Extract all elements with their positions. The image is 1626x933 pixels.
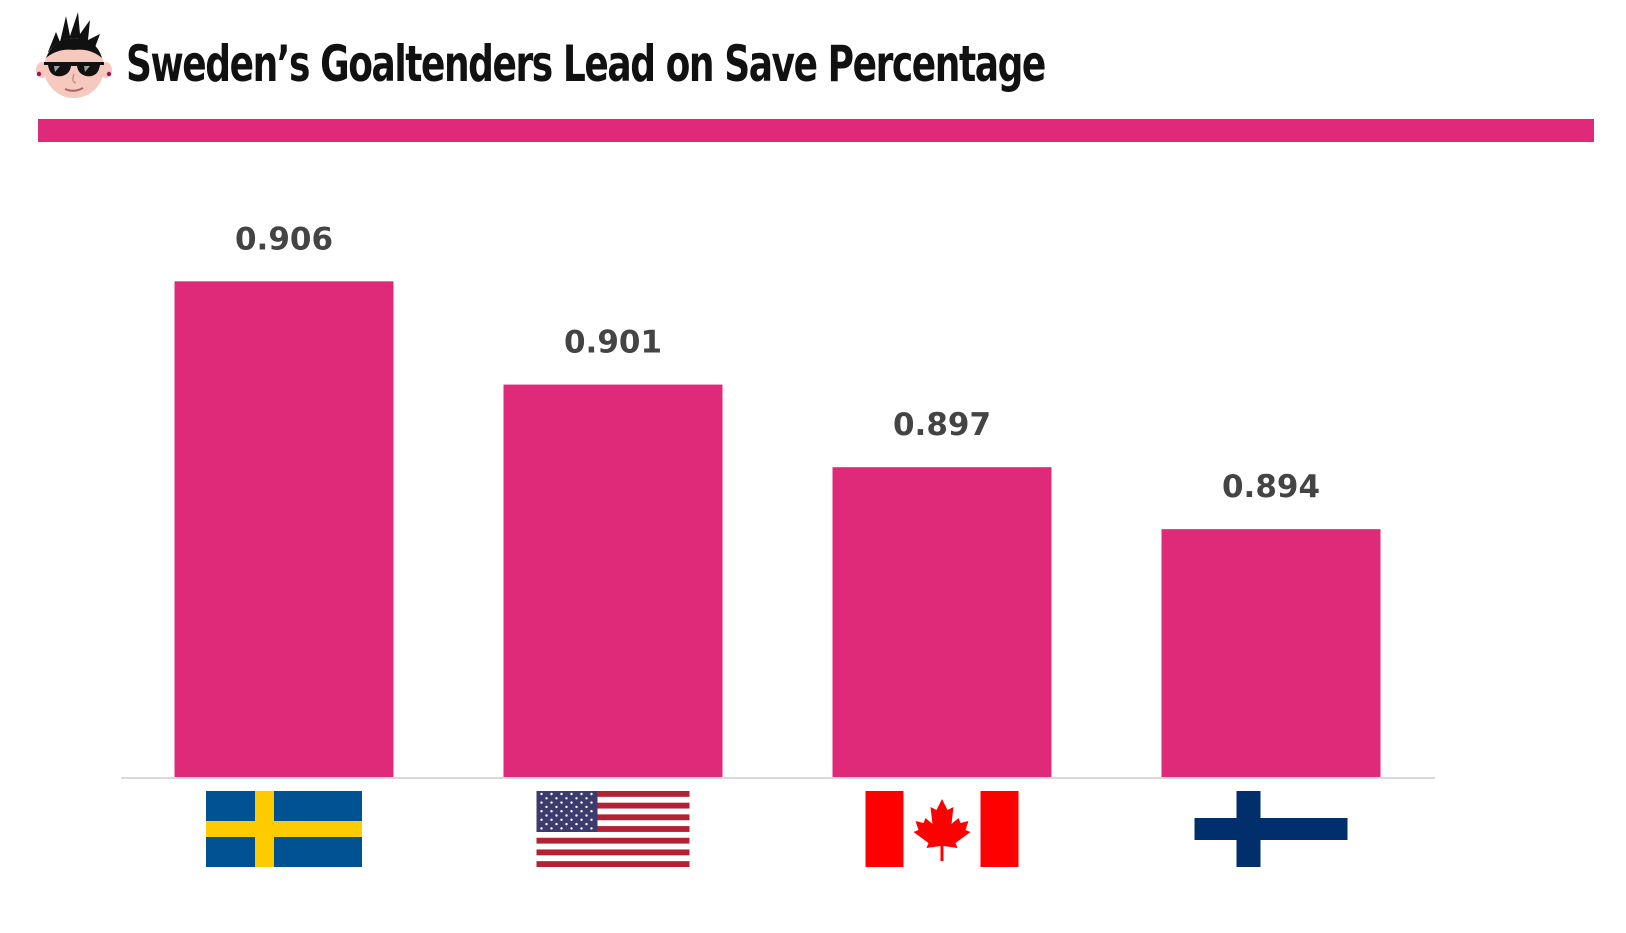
bar-finland (1161, 529, 1381, 777)
sweden-flag-icon (206, 791, 362, 867)
bar-sweden (174, 281, 394, 777)
bar-canada (832, 467, 1052, 777)
chart-title: Sweden’s Goaltenders Lead on Save Percen… (126, 35, 1046, 93)
value-label-finland: 0.894 (1222, 469, 1320, 505)
header: Sweden’s Goaltenders Lead on Save Percen… (0, 0, 1626, 142)
value-label-sweden: 0.906 (235, 221, 333, 257)
canada-flag-icon (865, 791, 1019, 867)
usa-flag-icon (536, 791, 690, 867)
accent-divider (38, 119, 1594, 142)
finland-flag-icon (1194, 791, 1348, 867)
sunglasses-mascot-icon (36, 12, 112, 98)
value-label-usa: 0.901 (564, 325, 662, 361)
bar-usa (503, 384, 723, 777)
bar-chart: 0.906 0.901 0.897 0.894 (121, 221, 1435, 867)
value-label-canada: 0.897 (893, 407, 991, 443)
